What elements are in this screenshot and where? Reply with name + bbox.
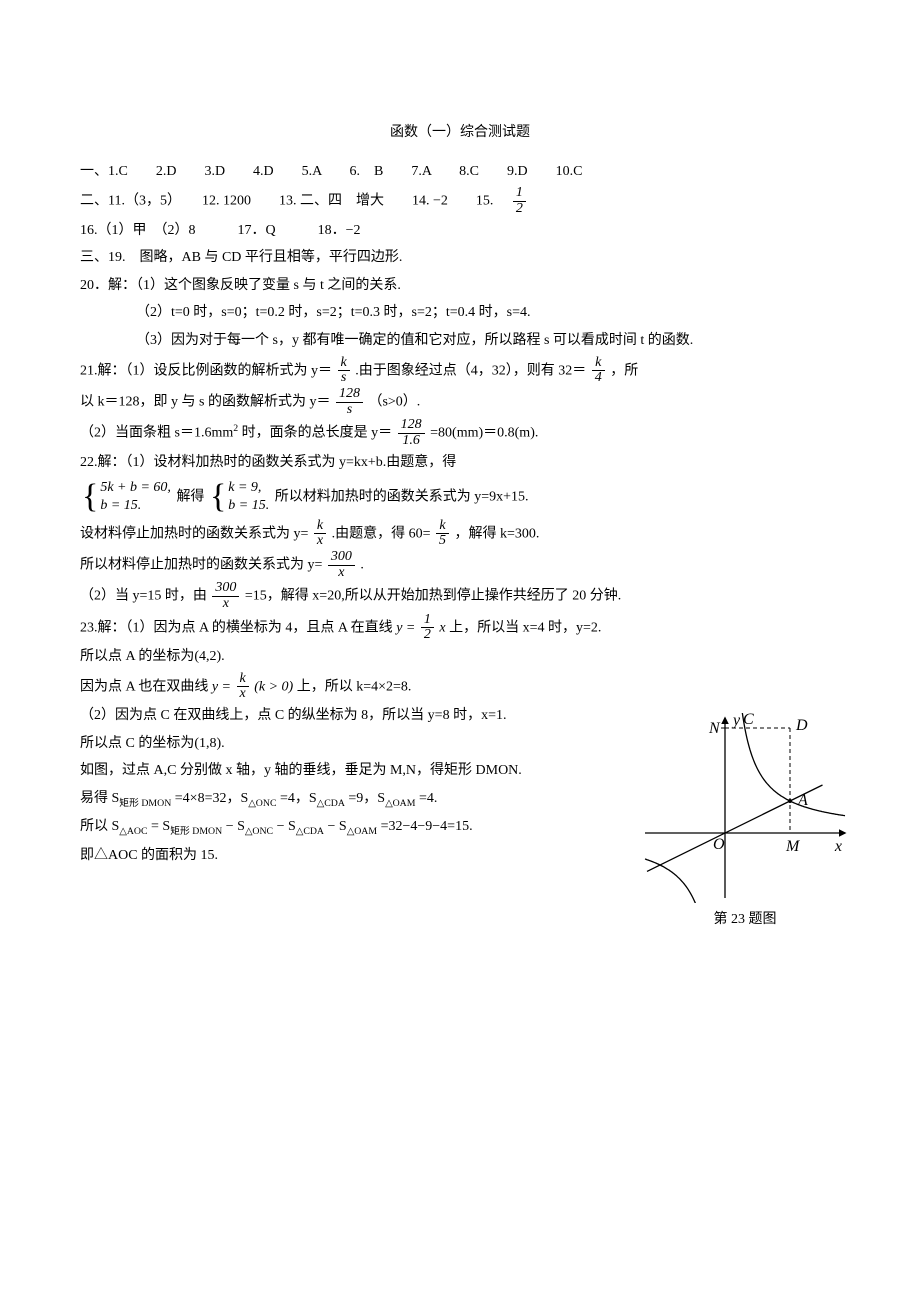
q23-l3: 因为点 A 也在双曲线 y = k x (k > 0) 上，所以 k=4×2=8… [80,672,840,702]
section-2-answers: 二、11.（3，5） 12. 1200 13. 二、四 增大 14. −2 15… [80,186,840,216]
svg-text:C: C [743,713,754,728]
svg-text:A: A [797,792,808,809]
q22-l4: 所以材料停止加热时的函数关系式为 y= 300 x . [80,550,840,580]
page-container: 函数（一）综合测试题 一、1.C 2.D 3.D 4.D 5.A 6. B 7.… [0,0,920,950]
line-19: 三、19. 图略，AB 与 CD 平行且相等，平行四边形. [80,245,840,272]
frac-k-5: k 5 [436,519,449,549]
q23-l1: 23.解：（1）因为点 A 的横坐标为 4，且点 A 在直线 y = 1 2 x… [80,613,840,643]
figure-caption: 第 23 题图 [640,907,850,934]
q23-l4: （2）因为点 C 在双曲线上，点 C 的纵坐标为 8，所以当 y=8 时，x=1… [80,703,620,730]
section-1-answers: 一、1.C 2.D 3.D 4.D 5.A 6. B 7.A 8.C 9.D 1… [80,159,840,186]
doc-title: 函数（一）综合测试题 [80,120,840,147]
q20-l3: （3）因为对于每一个 s，y 都有唯一确定的值和它对应，所以路程 s 可以看成时… [80,328,840,355]
q23-figure: y x O N C D A M 第 23 题图 [640,713,850,943]
frac-k-4: k 4 [592,356,605,386]
q23-l2: 所以点 A 的坐标为(4,2). [80,644,840,671]
frac-1-2: 1 2 [513,186,526,216]
chart-svg: y x O N C D A M [640,713,850,903]
frac-300-x: 300 x [328,550,355,580]
svg-text:N: N [708,720,721,737]
q23-bottom-block: （2）因为点 C 在双曲线上，点 C 的纵坐标为 8，所以当 y=8 时，x=1… [80,703,840,869]
q20-l2: （2）t=0 时，s=0；t=0.2 时，s=2；t=0.3 时，s=2；t=0… [80,300,840,327]
q23-l7: 易得 S矩形 DMON =4×8=32，S△ONC =4，S△CDA =9，S△… [80,786,620,813]
svg-text:M: M [785,838,801,855]
sec2-prefix: 二、11.（3，5） 12. 1200 13. 二、四 增大 14. −2 15… [80,194,507,209]
system-2: { k = 9, b = 15. [210,479,269,515]
q21-l1: 21.解：（1）设反比例函数的解析式为 y＝ k s .由于图象经过点（4，32… [80,356,840,386]
q21-l2: 以 k＝128，即 y 与 s 的函数解析式为 y＝ 128 s （s>0）. [80,387,840,417]
frac-1-2-b: 1 2 [421,613,434,643]
frac-k-x-2: k x [237,672,249,702]
q23-l9: 即△AOC 的面积为 15. [80,843,620,870]
answers: 一、1.C 2.D 3.D 4.D 5.A 6. B 7.A 8.C 9.D 1… [80,159,840,870]
frac-300-x-2: 300 x [212,581,239,611]
line-16-18: 16.（1）甲 （2）8 17．Q 18．−2 [80,218,840,245]
q21-l3: （2）当面条粗 s＝1.6mm2 时，面条的总长度是 y＝ 128 1.6 =8… [80,418,840,448]
q22-l1: 22.解：（1）设材料加热时的函数关系式为 y=kx+b.由题意，得 [80,450,840,477]
frac-128-s: 128 s [336,387,363,417]
q22-l5: （2）当 y=15 时，由 300 x =15，解得 x=20,所以从开始加热到… [80,581,840,611]
svg-text:O: O [713,836,725,853]
frac-k-x: k x [314,519,326,549]
system-1: { 5k + b = 60, b = 15. [82,479,171,515]
q22-sys: { 5k + b = 60, b = 15. 解得 { k = 9, b = 1… [80,477,840,517]
q20-l1: 20．解：（1）这个图象反映了变量 s 与 t 之间的关系. [80,273,840,300]
q23-l5: 所以点 C 的坐标为(1,8). [80,731,620,758]
svg-text:D: D [795,717,808,734]
frac-128-1.6: 128 1.6 [398,418,425,448]
q22-l3: 设材料停止加热时的函数关系式为 y= k x .由题意，得 60= k 5 ，解… [80,519,840,549]
svg-text:x: x [834,838,842,855]
frac-k-s: k s [338,356,350,386]
q23-l6: 如图，过点 A,C 分别做 x 轴，y 轴的垂线，垂足为 M,N，得矩形 DMO… [80,758,620,785]
svg-text:y: y [731,713,741,729]
q23-l8: 所以 S△AOC = S矩形 DMON − S△ONC − S△CDA − S△… [80,814,620,841]
